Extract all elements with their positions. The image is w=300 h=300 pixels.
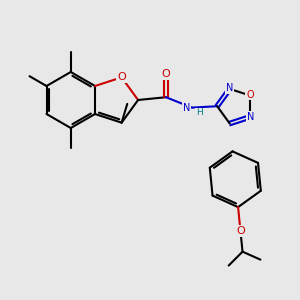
Text: O: O: [246, 89, 254, 100]
Text: O: O: [162, 69, 170, 79]
Text: N: N: [248, 112, 255, 122]
Text: O: O: [236, 226, 245, 236]
Text: H: H: [196, 108, 203, 117]
Text: N: N: [183, 103, 190, 112]
Text: O: O: [117, 72, 126, 82]
Text: N: N: [226, 83, 233, 93]
